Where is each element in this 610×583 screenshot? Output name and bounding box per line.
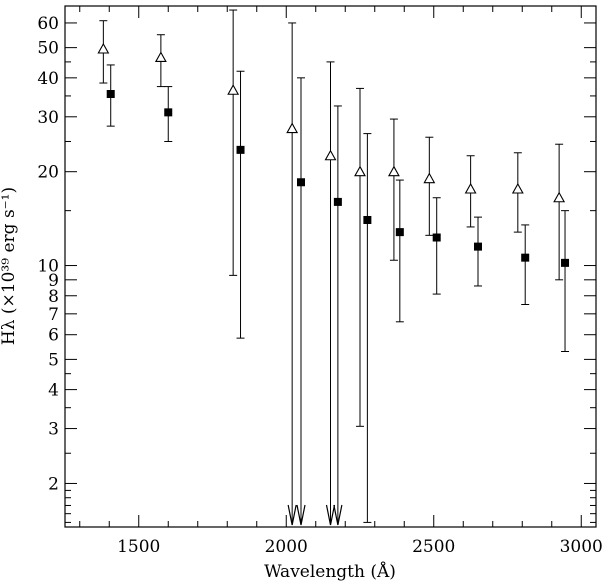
triangle-point [464, 182, 477, 194]
y-tick-label: 7 [48, 305, 59, 325]
triangle-point [97, 42, 110, 54]
y-tick-label: 4 [48, 381, 59, 401]
triangle-point [553, 191, 566, 203]
y-tick-label: 60 [37, 14, 59, 34]
y-tick-label: 6 [48, 326, 59, 346]
y-axis-label: Hλ (×10³⁹ erg s⁻¹) [0, 187, 19, 345]
y-tick-label: 50 [37, 39, 59, 59]
triangle-point [324, 149, 337, 161]
y-tick-label: 20 [37, 163, 59, 183]
square-point [363, 215, 372, 224]
x-tick-label: 1500 [117, 537, 160, 557]
upper-limit-arrow [296, 504, 306, 526]
square-point [474, 242, 482, 251]
triangle-point [227, 84, 240, 95]
upper-limit-arrow [333, 504, 343, 526]
triangle-point [286, 122, 299, 134]
y-tick-label: 3 [48, 420, 59, 440]
x-tick-label: 3000 [560, 537, 603, 557]
y-tick-label: 5 [48, 350, 59, 370]
x-tick-label: 2000 [265, 537, 308, 557]
y-tick-label: 40 [37, 69, 59, 89]
triangle-point [423, 172, 436, 184]
square-point [333, 197, 342, 206]
axis-ticks [65, 6, 596, 527]
square-point [521, 253, 530, 262]
data-marks [97, 9, 570, 526]
plot-frame [64, 5, 597, 528]
triangle-point [387, 165, 400, 177]
y-tick-label: 8 [48, 287, 59, 307]
y-tick-label: 2 [48, 474, 59, 494]
x-axis-label: Wavelength (Å) [264, 561, 396, 582]
y-tick-label: 30 [37, 108, 59, 128]
triangle-point [354, 165, 366, 177]
upper-limit-arrow [287, 504, 297, 526]
square-point [297, 178, 305, 187]
square-point [432, 233, 441, 242]
upper-limit-arrow [325, 504, 336, 526]
square-point [164, 108, 173, 117]
y-tick-label: 10 [37, 257, 59, 277]
y-tick-label: 9 [48, 271, 59, 291]
square-point [236, 145, 245, 154]
triangle-point [511, 182, 524, 194]
square-point [106, 90, 115, 99]
triangle-point [154, 51, 167, 63]
x-tick-label: 2500 [412, 537, 455, 557]
square-point [561, 258, 570, 267]
square-point [395, 228, 404, 237]
